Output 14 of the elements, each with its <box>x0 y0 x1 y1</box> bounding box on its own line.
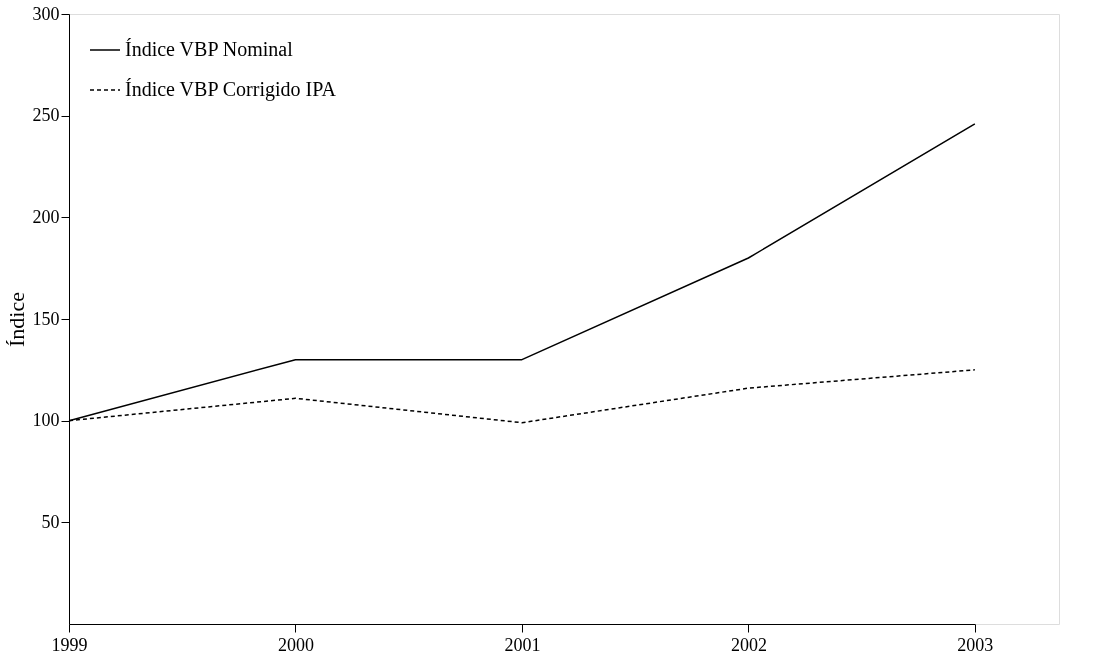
y-tick-label: 250 <box>32 105 60 126</box>
y-axis-title: Índice <box>3 292 29 347</box>
y-tick-label: 50 <box>41 511 60 532</box>
y-tick-label: 200 <box>32 206 60 227</box>
x-tick-label: 2002 <box>730 634 767 655</box>
y-tick-label: 300 <box>32 3 60 24</box>
y-tick-label: 150 <box>32 308 60 329</box>
legend-label: Índice VBP Corrigido IPA <box>125 78 337 101</box>
x-tick-label: 2003 <box>957 634 994 655</box>
y-tick-label: 100 <box>32 410 60 431</box>
x-tick-label: 1999 <box>51 634 88 655</box>
x-tick-label: 2000 <box>277 634 314 655</box>
x-tick-label: 2001 <box>504 634 541 655</box>
legend-label: Índice VBP Nominal <box>125 38 294 60</box>
